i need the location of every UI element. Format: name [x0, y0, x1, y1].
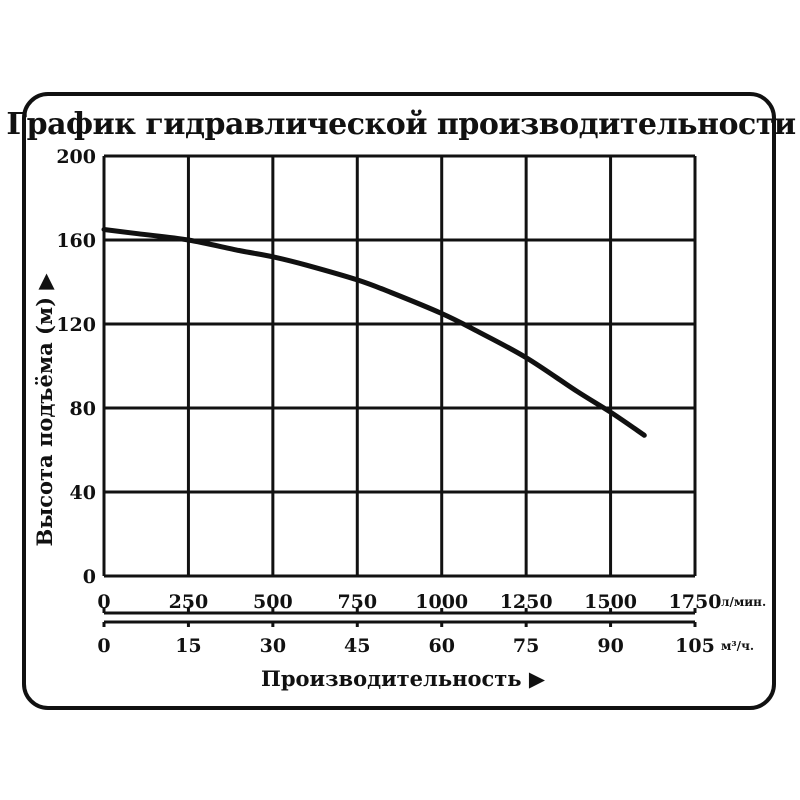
- grid: [102, 154, 697, 578]
- x-tick-label-secondary: 75: [513, 635, 539, 657]
- x-axis-title: Производительность ▶: [261, 666, 546, 691]
- chart-title: График гидравлической производительности: [6, 107, 795, 142]
- x-axis-unit-primary: л/мин.: [721, 595, 766, 609]
- x-axes: 0 250 500 750 1000 1250 1500 1750 л/мин. 0 15 30 45 6…: [97, 591, 766, 657]
- y-tick-label: 80: [70, 398, 96, 420]
- y-tick-label: 160: [56, 230, 96, 252]
- x-tick-label-primary: 750: [337, 591, 377, 613]
- x-tick-label-secondary: 60: [428, 635, 454, 657]
- x-tick-label-primary: 250: [169, 591, 209, 613]
- x-tick-label-secondary: 15: [175, 635, 201, 657]
- series-layer: [101, 227, 647, 438]
- x-tick-label-primary: 1250: [500, 591, 553, 613]
- x-axis-unit-secondary: м³/ч.: [721, 639, 754, 653]
- y-tick-label: 40: [70, 482, 96, 504]
- series-line: [101, 227, 647, 438]
- y-tick-label: 0: [83, 566, 96, 588]
- chart-frame: [22, 92, 776, 710]
- y-tick-label: 120: [56, 314, 96, 336]
- y-tick-labels: 0 40 80 120 160 200: [56, 146, 96, 588]
- x-tick-label-primary: 1000: [415, 591, 468, 613]
- y-axis-title: Высота подъёма (м) ▶: [32, 273, 57, 547]
- x-tick-label-secondary: 105: [675, 635, 715, 657]
- x-tick-label-primary: 1500: [584, 591, 637, 613]
- y-tick-label: 200: [56, 146, 96, 168]
- x-tick-label-primary: 500: [253, 591, 293, 613]
- x-tick-label-secondary: 90: [597, 635, 623, 657]
- x-tick-label-secondary: 30: [260, 635, 286, 657]
- x-tick-label-secondary: 45: [344, 635, 370, 657]
- x-tick-label-primary: 1750: [669, 591, 722, 613]
- x-tick-label-secondary: 0: [97, 635, 110, 657]
- x-tick-label-primary: 0: [97, 591, 110, 613]
